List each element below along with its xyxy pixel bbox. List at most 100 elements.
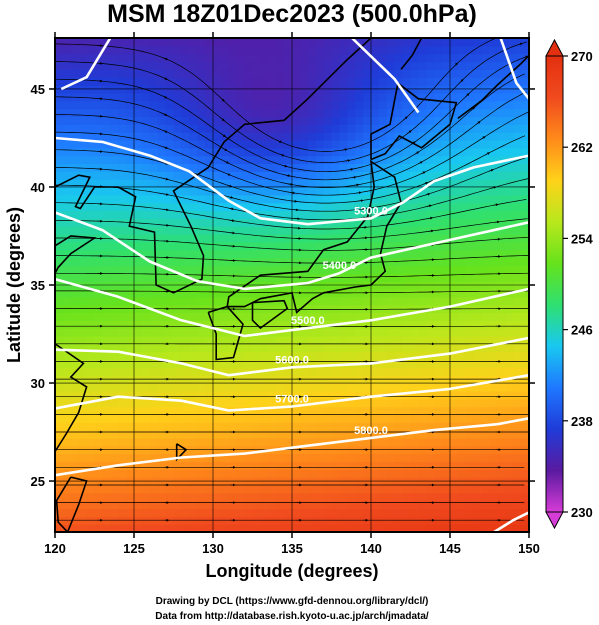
colorbar-tick-label: 270 xyxy=(571,49,593,64)
flow-arrow xyxy=(470,106,476,111)
flow-arrow xyxy=(453,62,459,67)
contour-line xyxy=(55,336,529,377)
flow-arrow xyxy=(403,116,408,121)
flow-arrow xyxy=(414,151,420,155)
flow-arrow xyxy=(517,42,523,46)
flow-arrow xyxy=(459,78,464,84)
coastline xyxy=(457,55,529,120)
flow-arrow xyxy=(292,199,298,203)
y-tick-label: 35 xyxy=(31,278,45,293)
flow-arrow xyxy=(163,177,169,181)
colorbar-max-arrow xyxy=(545,38,564,57)
y-tick-label: 25 xyxy=(31,474,45,489)
colorbar-tick-label: 246 xyxy=(571,323,593,338)
colorbar-tick-label: 262 xyxy=(571,140,593,155)
colorbar-tick-label: 230 xyxy=(571,505,593,520)
x-tick-label: 140 xyxy=(360,541,382,556)
flow-arrow xyxy=(163,162,169,165)
flow-arrow xyxy=(427,216,434,220)
flow-arrow xyxy=(475,121,481,125)
flow-arrow xyxy=(162,57,169,61)
contour-label: 5500.0 xyxy=(291,315,325,327)
coastline xyxy=(370,81,458,161)
flow-arrow xyxy=(162,113,168,116)
contour-line xyxy=(55,211,529,291)
flow-arrow xyxy=(162,95,168,99)
flow-arrow xyxy=(407,130,412,134)
flow-arrow xyxy=(285,174,291,177)
y-axis-label: Latitude (degrees) xyxy=(4,207,24,363)
y-tick-label: 30 xyxy=(31,376,45,391)
flow-arrow xyxy=(426,204,432,208)
coastline xyxy=(400,38,423,70)
streamline xyxy=(55,91,527,188)
x-tick-label: 145 xyxy=(439,541,461,556)
flow-arrow xyxy=(494,220,500,224)
x-axis-label: Longitude (degrees) xyxy=(205,561,378,581)
flow-arrow xyxy=(290,191,296,195)
contour-line xyxy=(55,136,529,226)
contour-line xyxy=(351,38,420,114)
flow-arrow xyxy=(488,169,494,172)
contour-line xyxy=(499,38,529,100)
contour-line xyxy=(493,511,529,532)
colorbar-tick-label: 254 xyxy=(571,231,593,246)
flow-arrow xyxy=(227,184,233,188)
flow-arrow xyxy=(480,136,486,140)
flow-arrow xyxy=(220,97,225,102)
contour-line xyxy=(60,38,112,91)
flow-arrow xyxy=(229,219,235,222)
contour-label: 5800.0 xyxy=(354,425,388,437)
flow-arrow xyxy=(163,208,170,212)
flow-arrow xyxy=(348,168,354,171)
flow-arrow xyxy=(358,199,364,203)
flow-arrow xyxy=(356,191,362,195)
contour-label: 5600.0 xyxy=(275,354,309,366)
contour-label: 5400.0 xyxy=(323,260,357,272)
flow-arrow xyxy=(221,133,226,138)
colorbar-gradient xyxy=(545,55,564,513)
chart-title: MSM 18Z01Dec2023 (500.0hPa) xyxy=(107,0,477,28)
flow-arrow xyxy=(485,152,491,156)
flow-arrow xyxy=(354,183,360,187)
flow-arrow xyxy=(420,171,426,175)
flow-arrow xyxy=(423,181,429,185)
x-tick-label: 135 xyxy=(281,541,303,556)
height-contours: 5300.0 5400.0 5500.0 5600.0 5700.0 5800.0 xyxy=(55,38,529,532)
x-tick-label: 130 xyxy=(202,541,224,556)
coastline xyxy=(55,38,372,294)
flow-arrow xyxy=(228,195,234,199)
coastlines xyxy=(55,38,529,532)
flow-arrow xyxy=(359,207,366,211)
flow-arrow xyxy=(228,207,235,211)
flow-arrow xyxy=(222,147,228,151)
flow-arrow xyxy=(162,130,168,133)
contour-label: 5700.0 xyxy=(275,394,309,406)
contour-line xyxy=(55,417,529,477)
flow-arrow xyxy=(279,153,285,157)
flow-arrow xyxy=(224,160,230,164)
coastline xyxy=(55,235,97,276)
colorbar-tick-label: 238 xyxy=(571,414,593,429)
flow-arrow xyxy=(276,140,283,143)
flow-arrow xyxy=(225,172,231,176)
flow-arrow xyxy=(417,161,423,165)
coastline xyxy=(175,443,188,462)
flow-arrow xyxy=(220,117,225,122)
flow-arrow xyxy=(162,146,169,149)
credit-line-2: Data from http://database.rish.kyoto-u.a… xyxy=(155,611,429,622)
contour-label: 5300.0 xyxy=(354,205,388,217)
x-tick-label: 125 xyxy=(123,541,145,556)
x-tick-label: 120 xyxy=(44,541,66,556)
contour-line xyxy=(55,373,529,412)
flow-arrow xyxy=(493,203,499,207)
coastline xyxy=(207,305,244,361)
colorbar-min-arrow xyxy=(545,511,564,530)
flow-arrow xyxy=(282,164,288,168)
y-tick-label: 45 xyxy=(31,82,45,97)
flow-arrow xyxy=(229,231,236,235)
flow-arrow xyxy=(523,55,529,59)
flow-arrow xyxy=(351,175,357,179)
flow-arrow xyxy=(163,193,169,196)
